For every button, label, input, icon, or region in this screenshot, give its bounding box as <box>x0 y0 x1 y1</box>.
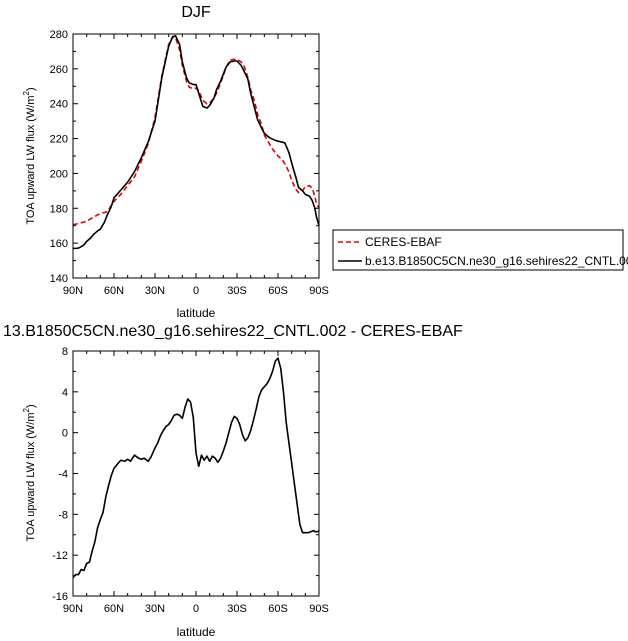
top-chart-title: DJF <box>181 4 211 21</box>
top-chart-plot-frame <box>72 33 320 279</box>
legend-box <box>332 229 624 271</box>
top-chart-xlabel: latitude <box>177 306 216 320</box>
top-series-line-1 <box>73 34 320 250</box>
top-ytick-label: 280 <box>50 29 68 41</box>
bottom-ytick-label: -12 <box>52 550 68 562</box>
bottom-ytick-label: -8 <box>58 509 68 521</box>
top-xtick-label: 60N <box>104 285 124 297</box>
top-ytick-label: 240 <box>50 99 68 111</box>
bottom-chart-panel: 13.B1850C5CN.ne30_g16.sehires22_CNTL.002… <box>3 323 463 639</box>
bottom-ytick-label: -16 <box>52 591 68 603</box>
bottom-xtick-label: 0 <box>193 603 199 615</box>
top-chart-ylabel: TOA upward LW flux (W/m2) <box>22 87 37 224</box>
bottom-ytick-label: 8 <box>62 346 68 358</box>
top-xtick-label: 90S <box>309 285 329 297</box>
top-ytick-label: 200 <box>50 168 68 180</box>
top-ytick-label: 180 <box>50 203 68 215</box>
top-series-line-0 <box>72 35 320 226</box>
bottom-chart-title: 13.B1850C5CN.ne30_g16.sehires22_CNTL.002… <box>3 323 463 340</box>
top-ytick-label: 160 <box>50 238 68 250</box>
bottom-xtick-label: 90N <box>63 603 83 615</box>
legend-label-model: b.e13.B1850C5CN.ne30_g16.sehires22_CNTL.… <box>365 254 628 268</box>
top-ytick-label: 260 <box>50 64 68 76</box>
top-xtick-label: 60S <box>268 285 288 297</box>
bottom-chart-xlabel: latitude <box>177 625 216 639</box>
bottom-xtick-label: 60N <box>104 603 124 615</box>
top-xtick-label: 0 <box>193 285 199 297</box>
top-ytick-label: 140 <box>50 273 68 285</box>
bottom-xtick-label: 30S <box>227 603 247 615</box>
top-xtick-label: 30S <box>227 285 247 297</box>
top-ytick-label: 220 <box>50 134 68 146</box>
top-chart-panel: DJF 90N 60N 30N 0 30S 60S 90S 140 160 180 200 220 24… <box>22 4 329 320</box>
top-xtick-label: 90N <box>63 285 83 297</box>
bottom-xtick-label: 60S <box>268 603 288 615</box>
bottom-ytick-label: 4 <box>62 387 68 399</box>
bottom-chart-plot-frame <box>72 350 320 597</box>
bottom-xtick-label: 30N <box>145 603 165 615</box>
bottom-series-line-0 <box>72 357 320 579</box>
bottom-ytick-label: -4 <box>58 469 68 481</box>
bottom-chart-ylabel: TOA upward LW flux (W/m2) <box>22 404 37 541</box>
bottom-xtick-label: 90S <box>309 603 329 615</box>
legend-label-ceres: CERES-EBAF <box>365 235 442 249</box>
legend: CERES-EBAF b.e13.B1850C5CN.ne30_g16.sehi… <box>332 229 628 271</box>
top-xtick-label: 30N <box>145 285 165 297</box>
bottom-ytick-label: 0 <box>62 428 68 440</box>
